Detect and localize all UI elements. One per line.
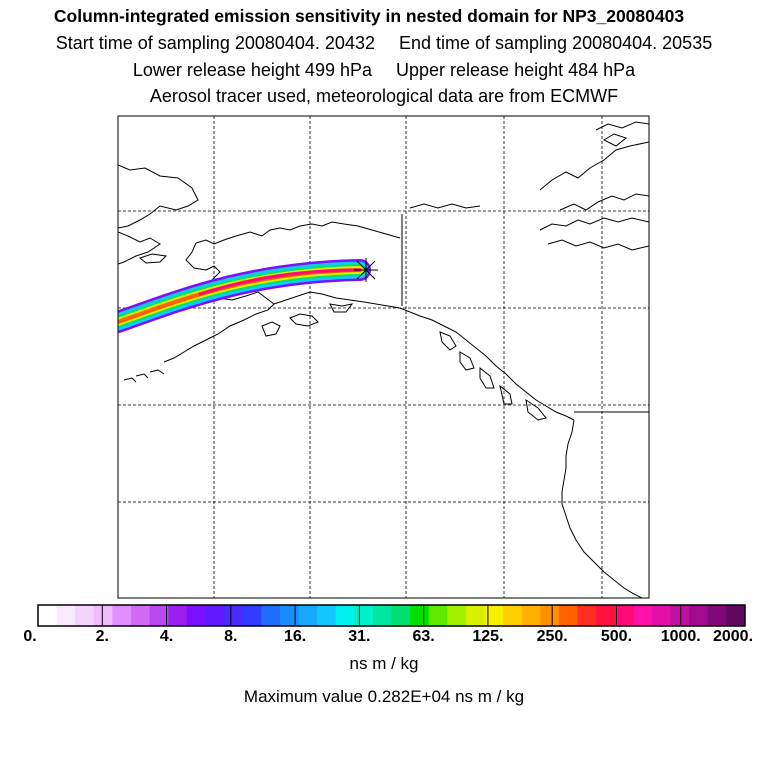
colorbar-cell: [484, 605, 504, 626]
coastlines: [118, 121, 649, 598]
colorbar-cell: [372, 605, 392, 626]
colorbar-cell: [558, 605, 579, 626]
colorbar-tick-label: 31.: [348, 628, 371, 645]
receptor-marker: [354, 258, 378, 282]
colorbar-cell: [149, 605, 169, 626]
colorbar-cell: [38, 605, 58, 626]
colorbar-cell: [279, 605, 299, 626]
end-time-label: End time of sampling 20080404. 20535: [398, 33, 713, 53]
colorbar-cell: [186, 605, 206, 626]
colorbar-tick-label: 16.: [283, 628, 307, 645]
release-heights: Lower release height 499 hPa Upper releas…: [0, 60, 768, 81]
maximum-value-text: Maximum value 0.282E+04 ns m / kg: [243, 687, 525, 706]
colorbar-tick-label: 1000.: [660, 628, 701, 645]
colorbar-cell: [56, 605, 76, 626]
map-frame: [117, 115, 650, 599]
colorbar-cell: [131, 605, 151, 626]
colorbar-cell: [224, 605, 244, 626]
colorbar-cell: [205, 605, 225, 626]
colorbar-cell: [242, 605, 262, 626]
colorbar-cell: [503, 605, 523, 626]
colorbar-frame: [37, 604, 746, 627]
colorbar-cell: [317, 605, 337, 626]
colorbar-tick-label: 2000.: [712, 628, 754, 645]
upper-height-label: Upper release height 484 hPa: [396, 60, 636, 80]
colorbar-cell: [596, 605, 616, 626]
colorbar-tick-label: 2.: [95, 628, 109, 645]
borders: [401, 214, 649, 413]
colorbar-tick-label: 0.: [23, 628, 37, 645]
colorbar-cell: [428, 605, 448, 626]
tracer-info: Aerosol tracer used, meteorological data…: [149, 86, 619, 106]
colorbar-cell: [75, 605, 95, 626]
colorbar-cell: [335, 605, 355, 626]
colorbar-cell: [168, 605, 188, 626]
colorbar-cell: [410, 605, 430, 626]
colorbar-cell: [112, 605, 132, 626]
colorbar-cell: [614, 605, 634, 626]
lower-height-label: Lower release height 499 hPa: [132, 60, 372, 80]
colorbar-cell: [540, 605, 560, 626]
colorbar-cell: [521, 605, 541, 626]
colorbar-cell: [707, 605, 727, 626]
colorbar-cell: [261, 605, 281, 626]
colorbar-cell: [465, 605, 486, 626]
colorbar-tick-label: 125.: [472, 628, 504, 645]
colorbar-tick-label: 4.: [159, 628, 174, 645]
colorbar-cell: [689, 605, 709, 626]
colorbar-cell: [651, 605, 672, 626]
colorbar-tick-label: 8.: [224, 628, 238, 645]
sampling-times: Start time of sampling 20080404. 20432 En…: [0, 33, 768, 54]
colorbar-tick-label: 250.: [536, 628, 568, 645]
sensitivity-plume: [118, 259, 371, 333]
map-title: Column-integrated emission sensitivity i…: [53, 6, 685, 26]
colorbar-tick-label: 500.: [600, 628, 633, 645]
start-time-label: Start time of sampling 20080404. 20432: [55, 33, 375, 53]
legend-units: ns m / kg: [349, 654, 419, 673]
colorbar-cell: [391, 605, 411, 626]
colorbar-cell: [298, 605, 318, 626]
graticule: [118, 116, 649, 598]
colorbar-cell: [670, 605, 690, 626]
colorbar-cell: [577, 605, 597, 626]
colorbar-cell: [633, 605, 653, 626]
colorbar-tick-label: 63.: [412, 628, 435, 645]
colorbar-cell: [726, 605, 746, 626]
colorbar-cell: [447, 605, 467, 626]
colorbar-cell: [93, 605, 113, 626]
colorbar-cell: [354, 605, 374, 626]
